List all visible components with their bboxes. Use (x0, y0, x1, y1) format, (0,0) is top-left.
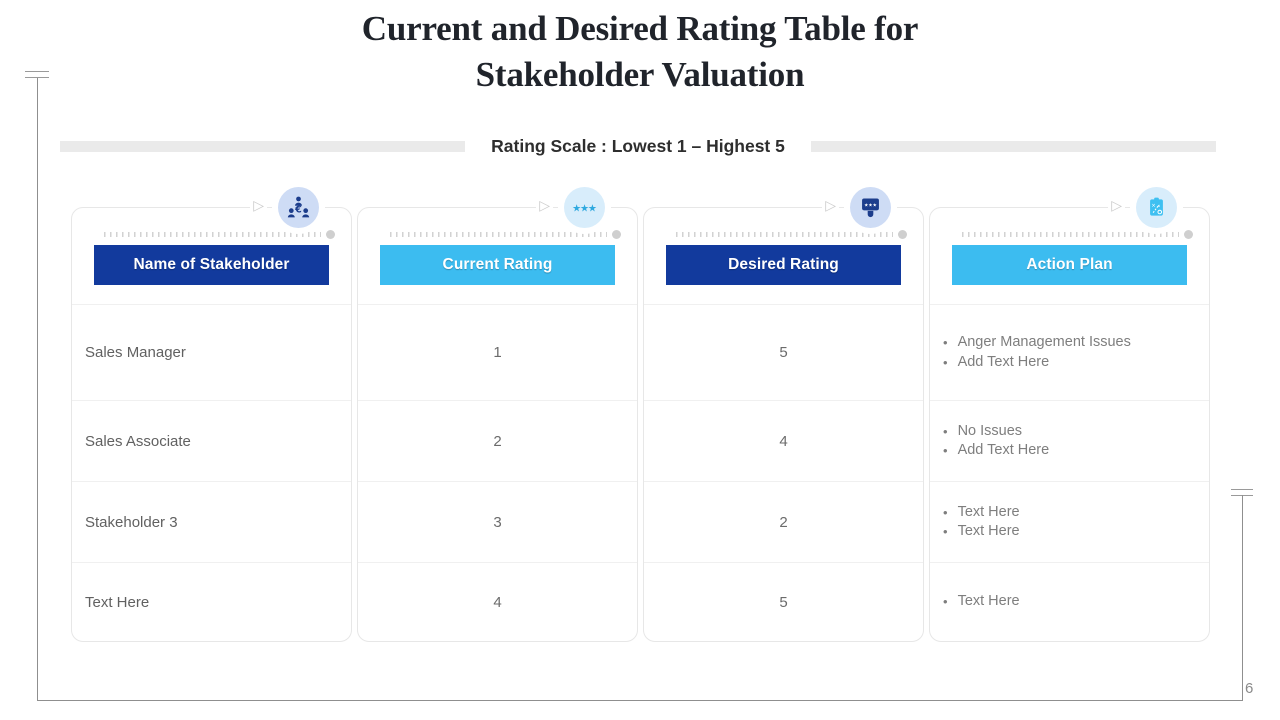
bullet-dot: • (943, 594, 948, 610)
three-stars-icon: ★ ★ ★ (572, 203, 597, 214)
table-cell: Text Here (72, 562, 351, 641)
stakeholder-group-icon: € (278, 187, 319, 228)
arrow-right-icon: ▷ (250, 198, 267, 212)
rating-badge-icon: ★★★ (850, 187, 891, 228)
bullet-item: • Text Here (943, 592, 1201, 612)
table-cell: 5 (644, 562, 923, 641)
bullet-item: • Text Here (943, 522, 1201, 542)
rating-badge-icon: ★★★ (862, 198, 879, 218)
action-plan-clipboard-icon: × (1150, 197, 1163, 216)
bullet-item: • Add Text Here (943, 441, 1201, 461)
svg-text:×: × (1151, 203, 1155, 209)
scale-bar-right (810, 140, 1217, 152)
arrow-right-icon: ▷ (1108, 198, 1125, 212)
table-cell: 1 (358, 304, 637, 400)
column-card-current-rating: ▷ ★ ★ ★ Current Rating 1 2 3 4 (357, 187, 638, 642)
frame-line-left (37, 78, 38, 700)
table-cell: 4 (358, 562, 637, 641)
table-cell: Stakeholder 3 (72, 481, 351, 562)
dotted-connector (104, 230, 335, 239)
rating-scale-strip: Rating Scale : Lowest 1 – Highest 5 (60, 134, 1217, 158)
dotted-connector (962, 230, 1193, 239)
action-plan-clipboard-icon: × (1136, 187, 1177, 228)
table-cell-action-list: • Text Here (930, 562, 1209, 641)
bullet-dot: • (943, 504, 948, 520)
column-card-stakeholder: ▷ € Name of Stakeholder Sales Manager Sa… (71, 187, 352, 642)
table-cell: 5 (644, 304, 923, 400)
frame-line-bottom (37, 700, 1243, 701)
column-rows-current-rating: 1 2 3 4 (358, 304, 637, 641)
rating-scale-text: Rating Scale : Lowest 1 – Highest 5 (491, 135, 785, 156)
bullet-item: • Text Here (943, 503, 1201, 523)
bullet-item: • Anger Management Issues (943, 333, 1201, 353)
frame-tick-left-top-2 (25, 77, 49, 78)
table-cell: Sales Associate (72, 400, 351, 481)
column-header-stakeholder: Name of Stakeholder (94, 245, 329, 285)
table-cell-action-list: • Anger Management Issues • Add Text Here (930, 304, 1209, 400)
table-cell-action-list: • Text Here • Text Here (930, 481, 1209, 562)
svg-text:★★★: ★★★ (864, 203, 877, 209)
stakeholder-group-icon: € (287, 196, 310, 218)
column-rows-desired-rating: 5 4 2 5 (644, 304, 923, 641)
table-cell-action-list: • No Issues • Add Text Here (930, 400, 1209, 481)
arrow-right-icon: ▷ (536, 198, 553, 212)
slide-title: Current and Desired Rating Table for Sta… (361, 9, 919, 95)
dotted-connector (390, 230, 621, 239)
dotted-connector (676, 230, 907, 239)
bullet-dot: • (943, 335, 948, 350)
table-cell: Sales Manager (72, 304, 351, 400)
bullet-item: • Add Text Here (943, 353, 1201, 373)
column-card-action-plan: ▷ × Action Plan • Anger Management Issues… (929, 187, 1210, 642)
frame-line-right (1242, 495, 1243, 700)
svg-text:★: ★ (572, 203, 581, 214)
bullet-dot: • (943, 443, 948, 458)
svg-text:★: ★ (580, 203, 589, 214)
frame-tick-left-top-1 (25, 71, 49, 72)
scale-bar-left (60, 140, 466, 152)
table-cell: 3 (358, 481, 637, 562)
rating-table: ▷ € Name of Stakeholder Sales Manager Sa… (71, 187, 1210, 642)
svg-text:★: ★ (588, 203, 597, 214)
column-rows-action-plan: • Anger Management Issues • Add Text Here … (930, 304, 1209, 641)
three-stars-icon: ★ ★ ★ (564, 187, 605, 228)
bullet-item: • No Issues (943, 422, 1201, 442)
bullet-dot: • (943, 354, 948, 370)
column-header-current-rating: Current Rating (380, 245, 615, 285)
svg-text:€: € (294, 205, 302, 216)
page-number: 6 (1245, 680, 1254, 697)
bullet-dot: • (943, 423, 948, 439)
arrow-right-icon: ▷ (822, 198, 839, 212)
table-cell: 2 (644, 481, 923, 562)
column-card-desired-rating: ▷ ★★★ Desired Rating 5 4 2 5 (643, 187, 924, 642)
column-header-desired-rating: Desired Rating (666, 245, 901, 285)
column-header-action-plan: Action Plan (952, 245, 1187, 285)
frame-tick-right-1 (1231, 489, 1253, 490)
table-cell: 4 (644, 400, 923, 481)
column-rows-stakeholder: Sales Manager Sales Associate Stakeholde… (72, 304, 351, 641)
bullet-dot: • (943, 524, 948, 539)
table-cell: 2 (358, 400, 637, 481)
